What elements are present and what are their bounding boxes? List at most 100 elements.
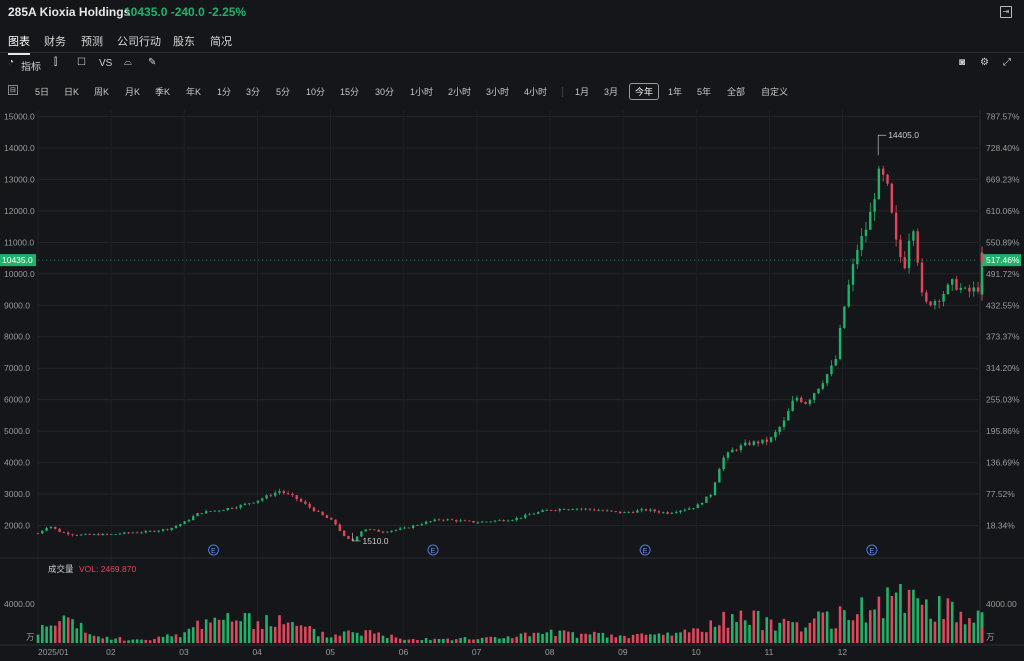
candle-body	[524, 514, 527, 518]
candle-body	[200, 513, 204, 514]
y-tick-label: 4000.0	[4, 458, 30, 468]
period-week[interactable]: 周K	[94, 87, 110, 97]
main-tabs: 图表 财务 预测 公司行动 股东 简况	[0, 30, 1024, 55]
period-3m[interactable]: 3月	[604, 87, 619, 97]
volume-bar	[110, 639, 113, 643]
candle-body	[825, 374, 829, 384]
volume-bar	[812, 618, 816, 643]
volume-bar	[58, 621, 61, 643]
period-5y[interactable]: 5年	[697, 87, 712, 97]
volume-bar	[886, 587, 889, 643]
x-month-label: 12	[838, 647, 848, 657]
candle-body	[442, 519, 445, 521]
volume-bar	[614, 637, 618, 643]
period-10min[interactable]: 10分	[306, 87, 326, 97]
period-all[interactable]: 全部	[727, 87, 746, 97]
compare-button[interactable]: VS	[99, 58, 113, 69]
x-month-label: 04	[252, 647, 262, 657]
period-quarter[interactable]: 季K	[155, 87, 171, 97]
square-icon[interactable]: ☐	[77, 57, 86, 68]
candle-body	[718, 469, 721, 483]
template-icon[interactable]: ⌓	[124, 57, 132, 68]
volume-bar	[774, 630, 777, 643]
volume-bar	[718, 625, 721, 643]
period-15min[interactable]: 15分	[340, 87, 360, 97]
candle-body	[955, 279, 958, 290]
sidebar-toggle-icon[interactable]: ⊟	[8, 85, 18, 95]
candle-body	[213, 510, 217, 512]
period-1h[interactable]: 1小时	[410, 87, 434, 97]
candle-body	[545, 510, 549, 511]
period-custom[interactable]: 自定义	[761, 87, 789, 97]
volume-bar	[735, 622, 738, 643]
candle-body	[687, 508, 691, 510]
period-month[interactable]: 月K	[125, 87, 141, 97]
y-pct-tick-label: 77.52%	[986, 489, 1015, 499]
tab-corporate-actions[interactable]: 公司行动	[117, 36, 161, 48]
candle-body	[800, 397, 803, 403]
volume-bar	[252, 629, 255, 643]
candlestick-type-icon[interactable]: ⫿	[54, 57, 58, 68]
period-2h[interactable]: 2小时	[448, 87, 472, 97]
volume-bar	[360, 635, 363, 643]
gauge-icon[interactable]: ◔	[8, 57, 15, 68]
volume-bar	[114, 638, 117, 643]
period-3min[interactable]: 3分	[246, 87, 261, 97]
current-pct-label: 517.46%	[986, 255, 1020, 265]
volume-bar	[769, 619, 773, 643]
candle-body	[377, 529, 380, 532]
y-pct-tick-label: 18.34%	[986, 521, 1015, 531]
candle-body	[700, 502, 704, 505]
volume-bar	[640, 633, 644, 643]
period-1min[interactable]: 1分	[217, 87, 232, 97]
candle-body	[502, 520, 505, 522]
candle-body	[662, 512, 665, 513]
period-5d[interactable]: 5日	[35, 87, 50, 97]
period-ytd[interactable]: 今年	[629, 83, 660, 100]
candle-body	[614, 511, 618, 512]
y-tick-label: 11000.0	[4, 237, 34, 247]
y-tick-label: 2000.0	[4, 521, 30, 531]
tab-financials[interactable]: 财务	[44, 36, 66, 48]
candle-body	[537, 512, 540, 514]
volume-bar	[618, 635, 622, 643]
candle-body	[196, 513, 199, 517]
tab-chart[interactable]: 图表	[8, 33, 30, 55]
candle-body	[373, 529, 376, 531]
tab-forecast[interactable]: 预测	[81, 36, 103, 48]
draw-pencil-icon[interactable]: ✎	[148, 57, 157, 68]
volume-bar	[157, 636, 161, 643]
x-month-label: 03	[179, 647, 189, 657]
candle-body	[170, 527, 173, 530]
volume-bar	[239, 621, 242, 643]
fullscreen-icon[interactable]: ⤢	[1003, 57, 1011, 68]
period-4h[interactable]: 4小时	[524, 87, 548, 97]
candle-body	[532, 513, 536, 515]
period-3h[interactable]: 3小时	[486, 87, 510, 97]
period-5min[interactable]: 5分	[276, 87, 291, 97]
volume-bar	[864, 622, 868, 643]
settings-gear-icon[interactable]: ⚙	[980, 57, 989, 68]
candle-body	[41, 530, 44, 534]
period-year[interactable]: 年K	[186, 87, 202, 97]
indicator-button[interactable]: 指标	[21, 62, 41, 73]
candle-body	[45, 527, 48, 531]
candle-body	[769, 437, 773, 442]
candle-body	[204, 511, 208, 514]
camera-icon[interactable]: ◙	[959, 57, 966, 68]
period-1y[interactable]: 1年	[668, 87, 683, 97]
period-day[interactable]: 日K	[64, 87, 80, 97]
tab-profile[interactable]: 简况	[210, 36, 232, 48]
candle-body	[101, 533, 104, 536]
candle-body	[808, 399, 812, 404]
y-pct-tick-label: 136.69%	[986, 458, 1020, 468]
y-pct-tick-label: 610.06%	[986, 206, 1020, 216]
candle-body	[640, 509, 643, 511]
period-30min[interactable]: 30分	[375, 87, 395, 97]
exit-fullscreen-icon[interactable]: ⇥	[1000, 6, 1012, 18]
y-pct-tick-label: 491.72%	[986, 269, 1020, 279]
candle-body	[765, 439, 768, 442]
tab-shareholders[interactable]: 股东	[173, 36, 195, 48]
period-1m[interactable]: 1月	[575, 87, 590, 97]
